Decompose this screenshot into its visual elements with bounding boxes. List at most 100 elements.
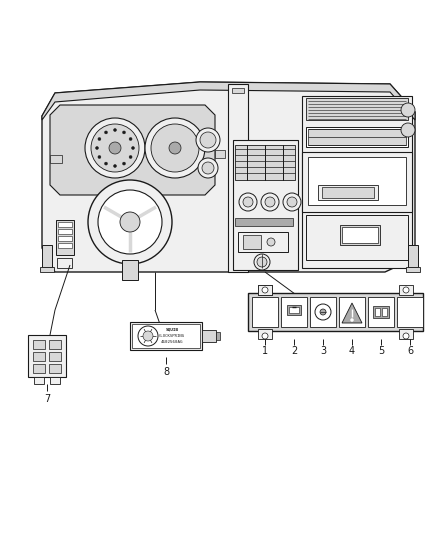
- Circle shape: [151, 124, 199, 172]
- Circle shape: [243, 197, 253, 207]
- Bar: [306, 215, 408, 260]
- Bar: [258, 329, 272, 339]
- Bar: [258, 285, 272, 295]
- Text: 6: 6: [407, 346, 413, 356]
- Bar: [373, 306, 389, 318]
- Bar: [399, 329, 413, 339]
- Circle shape: [105, 131, 107, 134]
- Circle shape: [143, 331, 153, 341]
- Circle shape: [98, 190, 162, 254]
- Bar: [399, 285, 413, 295]
- Circle shape: [85, 118, 145, 178]
- Text: 1: 1: [262, 346, 268, 356]
- Circle shape: [196, 128, 220, 152]
- Bar: [233, 140, 298, 270]
- Circle shape: [262, 333, 268, 339]
- Circle shape: [138, 326, 158, 346]
- Bar: [235, 145, 295, 180]
- Bar: [215, 150, 225, 158]
- Circle shape: [254, 254, 270, 270]
- Bar: [57, 258, 72, 268]
- Circle shape: [283, 193, 301, 211]
- Circle shape: [320, 309, 326, 315]
- Circle shape: [200, 132, 216, 148]
- Bar: [397, 297, 423, 327]
- Circle shape: [403, 333, 409, 339]
- Circle shape: [198, 158, 218, 178]
- Circle shape: [403, 287, 409, 293]
- Circle shape: [113, 128, 117, 132]
- Text: CLOCKSPRING: CLOCKSPRING: [159, 334, 185, 338]
- Bar: [310, 297, 336, 327]
- Circle shape: [315, 304, 331, 320]
- Circle shape: [261, 193, 279, 211]
- Circle shape: [129, 138, 132, 141]
- Text: 5: 5: [378, 346, 384, 356]
- Text: SQUIB: SQUIB: [166, 328, 179, 332]
- Circle shape: [123, 162, 126, 165]
- Bar: [235, 218, 293, 226]
- Bar: [281, 297, 307, 327]
- Bar: [40, 267, 54, 272]
- Bar: [306, 127, 408, 147]
- Bar: [302, 96, 412, 268]
- Circle shape: [95, 147, 99, 149]
- Bar: [252, 297, 278, 327]
- Text: 4602560AG: 4602560AG: [161, 340, 183, 344]
- Bar: [308, 157, 406, 205]
- Bar: [308, 129, 406, 145]
- Bar: [258, 285, 272, 295]
- Bar: [382, 308, 387, 316]
- Circle shape: [145, 118, 205, 178]
- Bar: [302, 152, 412, 212]
- Circle shape: [287, 197, 297, 207]
- Circle shape: [123, 131, 126, 134]
- Circle shape: [120, 212, 140, 232]
- Bar: [318, 185, 378, 200]
- Circle shape: [113, 165, 117, 167]
- Bar: [33, 340, 45, 349]
- Bar: [202, 330, 216, 342]
- Text: 3: 3: [320, 346, 326, 356]
- Bar: [228, 84, 248, 272]
- Text: 2: 2: [291, 346, 297, 356]
- Circle shape: [267, 238, 275, 246]
- Polygon shape: [42, 82, 415, 120]
- Bar: [248, 293, 423, 331]
- Circle shape: [202, 162, 214, 174]
- Bar: [34, 377, 44, 384]
- Bar: [49, 364, 61, 373]
- Bar: [232, 88, 244, 93]
- Bar: [56, 220, 74, 255]
- Bar: [238, 232, 288, 252]
- Circle shape: [401, 103, 415, 117]
- Bar: [130, 322, 202, 350]
- Bar: [33, 352, 45, 361]
- Polygon shape: [342, 303, 362, 323]
- Bar: [58, 229, 72, 234]
- Text: 4: 4: [349, 346, 355, 356]
- Bar: [28, 335, 66, 377]
- Bar: [243, 235, 261, 249]
- Bar: [50, 155, 62, 163]
- Circle shape: [350, 319, 353, 321]
- Circle shape: [257, 257, 267, 267]
- Text: 8: 8: [163, 367, 169, 377]
- Circle shape: [98, 156, 101, 158]
- Circle shape: [88, 180, 172, 264]
- Bar: [216, 332, 220, 340]
- Circle shape: [239, 193, 257, 211]
- Bar: [322, 187, 374, 198]
- Circle shape: [401, 123, 415, 137]
- Bar: [58, 236, 72, 241]
- Bar: [342, 227, 378, 243]
- Bar: [50, 377, 60, 384]
- Text: 7: 7: [44, 394, 50, 404]
- Circle shape: [98, 138, 101, 141]
- Polygon shape: [42, 82, 415, 272]
- Bar: [406, 267, 420, 272]
- Bar: [340, 225, 380, 245]
- Bar: [42, 245, 52, 267]
- Bar: [49, 352, 61, 361]
- Bar: [368, 297, 394, 327]
